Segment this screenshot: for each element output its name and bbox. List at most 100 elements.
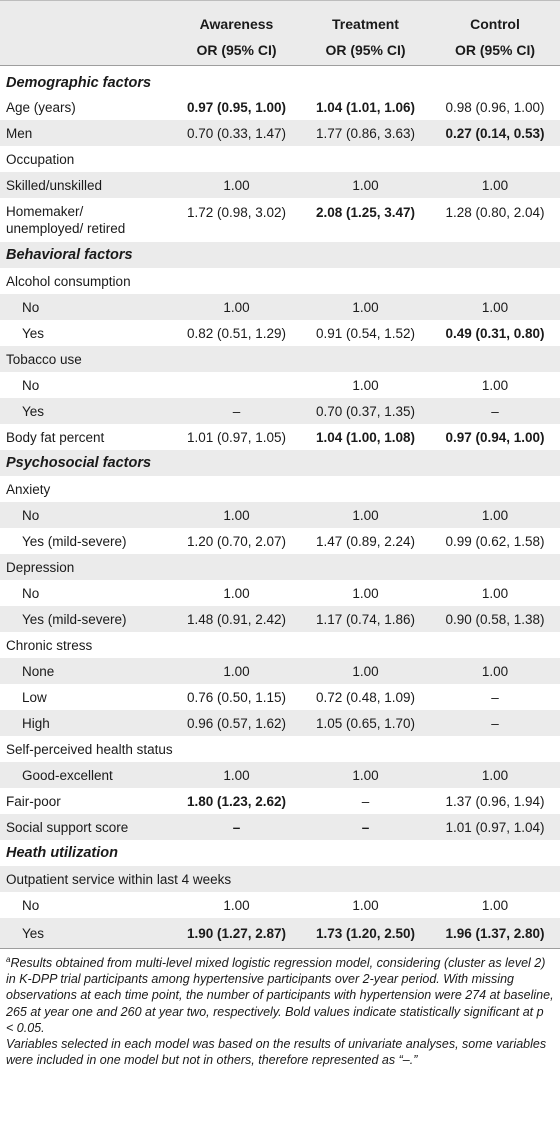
row-label: Age (years) [6,99,76,115]
cell-control: 1.37 (0.96, 1.94) [445,793,545,809]
row-label: Outpatient service within last 4 weeks [6,871,232,887]
cell-control: 1.00 [481,177,509,193]
section-heading: Demographic factors [0,66,560,94]
table-row: Self-perceived health status [0,736,560,762]
cell-awareness: 1.01 (0.97, 1.05) [186,429,287,445]
row-label: Skilled/unskilled [6,177,103,193]
cell-control: 1.00 [481,897,509,913]
row-label: Self-perceived health status [6,741,173,757]
cell-treatment: 0.91 (0.54, 1.52) [315,325,416,341]
cell-treatment: 1.77 (0.86, 3.63) [315,125,416,141]
footnote-paragraph: aResults obtained from multi-level mixed… [6,955,554,1036]
table-row: Occupation [0,146,560,172]
row-label: No [22,897,40,913]
footnote-marker: a [6,954,11,964]
row-label: High [22,715,50,731]
cell-awareness: 0.96 (0.57, 1.62) [186,715,287,731]
row-label: No [22,585,40,601]
cell-awareness: 1.00 [223,767,250,783]
cell-treatment: 1.17 (0.74, 1.86) [315,611,416,627]
cell-awareness: – [232,403,241,419]
row-label: Social support score [6,819,129,835]
table-row: Men 0.70 (0.33, 1.47) 1.77 (0.86, 3.63) … [0,120,560,146]
cell-control: – [491,715,499,731]
cell-treatment: 1.00 [352,897,379,913]
table-row: Yes – 0.70 (0.37, 1.35) – [0,398,560,424]
cell-control: 1.00 [481,585,509,601]
cell-control: 0.27 (0.14, 0.53) [445,125,545,141]
cell-awareness: 1.72 (0.98, 3.02) [186,205,287,220]
cell-awareness: 0.82 (0.51, 1.29) [186,325,287,341]
cell-awareness: 0.76 (0.50, 1.15) [186,689,287,705]
table-header: Awareness OR (95% CI) Treatment OR (95% CI… [0,0,560,65]
row-label: Yes (mild-severe) [22,611,127,627]
row-label: Depression [6,559,75,575]
cell-control: 1.00 [481,299,509,315]
footnote-text: Results obtained from multi-level mixed … [6,956,554,1035]
cell-awareness: 1.00 [223,177,250,193]
row-label: Good-excellent [22,767,113,783]
table-row: Good-excellent 1.00 1.00 1.00 [0,762,560,788]
row-label: No [22,377,40,393]
row-label: No [22,507,40,523]
row-label: Alcohol consumption [6,273,131,289]
cell-control: 1.00 [481,377,509,393]
row-label: Yes [22,325,45,341]
row-label: No [22,299,40,315]
row-label: Tobacco use [6,351,82,367]
cell-control: 0.99 (0.62, 1.58) [445,533,545,549]
cell-awareness: 1.00 [223,507,250,523]
table-row: Tobacco use [0,346,560,372]
cell-treatment: 1.00 [352,177,379,193]
cell-control: 0.90 (0.58, 1.38) [445,611,545,627]
row-label: Yes [22,925,45,941]
section-utilization: Heath utilization [6,844,118,861]
cell-treatment: 1.00 [352,507,379,523]
cell-control: 1.96 (1.37, 2.80) [445,925,545,941]
table-row: Age (years) 0.97 (0.95, 1.00) 1.04 (1.01… [0,94,560,120]
cell-treatment: 1.00 [352,299,379,315]
table-row: Depression [0,554,560,580]
cell-awareness: – [232,819,241,835]
table-row: Yes (mild-severe) 1.20 (0.70, 2.07) 1.47… [0,528,560,554]
header-control: Control OR (95% CI) [454,16,536,58]
cell-treatment: 1.00 [352,377,379,393]
cell-awareness: 1.00 [223,299,250,315]
cell-awareness: 1.48 (0.91, 2.42) [186,611,287,627]
row-label: Low [22,689,47,705]
cell-awareness: 0.70 (0.33, 1.47) [186,125,287,141]
cell-awareness: 1.80 (1.23, 2.62) [186,793,287,809]
section-behavioral: Behavioral factors [6,246,133,263]
cell-treatment: 0.70 (0.37, 1.35) [315,403,416,419]
cell-control: 1.00 [481,663,509,679]
table-row: Body fat percent 1.01 (0.97, 1.05) 1.04 … [0,424,560,450]
table-row: Outpatient service within last 4 weeks [0,866,560,892]
cell-awareness: 1.00 [223,897,250,913]
table-row: Homemaker/unemployed/ retired 1.72 (0.98… [0,198,560,242]
cell-control: – [491,689,499,705]
cell-control: 0.98 (0.96, 1.00) [445,99,545,115]
cell-control: 0.49 (0.31, 0.80) [445,325,545,341]
table-row: No 1.00 1.00 1.00 [0,294,560,320]
table-row: Yes (mild-severe) 1.48 (0.91, 2.42) 1.17… [0,606,560,632]
header-divider [0,65,560,66]
table-row: Yes 1.90 (1.27, 2.87) 1.73 (1.20, 2.50) … [0,918,560,948]
row-label: Anxiety [6,481,51,497]
cell-control: 1.00 [481,507,509,523]
table-row: Skilled/unskilled 1.00 1.00 1.00 [0,172,560,198]
table-row: Yes 0.82 (0.51, 1.29) 0.91 (0.54, 1.52) … [0,320,560,346]
table-footnote: aResults obtained from multi-level mixed… [0,949,560,1068]
cell-awareness: 1.00 [223,585,250,601]
cell-treatment: 1.00 [352,585,379,601]
table-bottom-divider [0,948,560,949]
table-row: Low 0.76 (0.50, 1.15) 0.72 (0.48, 1.09) … [0,684,560,710]
section-heading: Behavioral factors [0,242,560,268]
header-treatment: Treatment OR (95% CI) [325,16,406,58]
cell-awareness: 1.20 (0.70, 2.07) [186,533,287,549]
row-label: Yes (mild-severe) [22,533,127,549]
cell-control: 1.28 (0.80, 2.04) [445,205,545,220]
header-awareness: Awareness OR (95% CI) [196,16,277,58]
cell-awareness: 0.97 (0.95, 1.00) [186,99,287,115]
table-row: Alcohol consumption [0,268,560,294]
table-row: High 0.96 (0.57, 1.62) 1.05 (0.65, 1.70)… [0,710,560,736]
